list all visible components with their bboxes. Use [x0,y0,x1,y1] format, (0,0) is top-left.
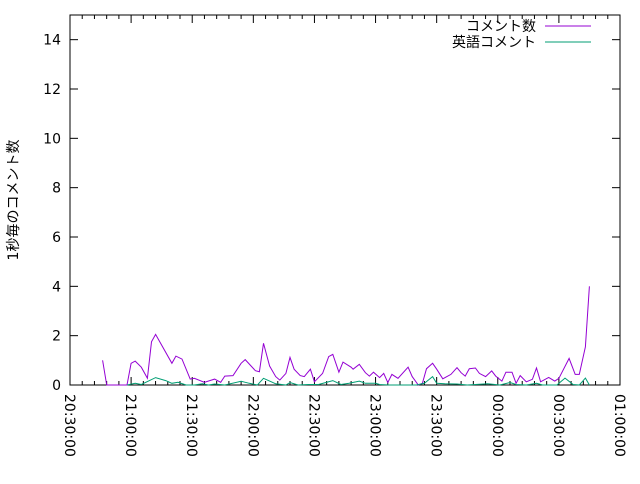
x-tick-label: 22:00:00 [244,394,260,457]
x-tick-label: 20:30:00 [61,394,77,457]
series-line-1 [127,377,589,385]
x-tick-label: 00:00:00 [489,394,505,457]
x-tick-label: 22:30:00 [305,394,321,457]
x-tick-label: 23:30:00 [428,394,444,457]
x-tick-label: 00:30:00 [550,394,566,457]
x-tick-label: 23:00:00 [367,394,383,457]
y-tick-label: 6 [52,230,61,246]
y-tick-label: 8 [52,181,61,197]
x-tick-label: 21:30:00 [183,394,199,457]
legend: コメント数 英語コメント [452,19,591,51]
series-lines [103,286,590,385]
x-tick-label: 21:00:00 [122,394,138,457]
x-tick-label: 01:00:00 [611,394,627,457]
y-tick-label: 12 [43,82,61,98]
y-tick-label: 4 [52,279,61,295]
plot-border [70,15,620,385]
y-tick-label: 10 [43,131,61,147]
series-line-0 [103,286,590,385]
axes: 0 2 4 6 8 10 12 14 20:30:00 21:00:00 21:30:00 22:00… [43,15,627,457]
legend-label-1: 英語コメント [452,34,536,51]
legend-label-0: コメント数 [466,19,536,35]
y-axis-label: 1秒毎のコメント数 [6,140,22,261]
y-tick-label: 0 [52,378,61,394]
y-tick-label: 2 [52,329,61,345]
y-tick-label: 14 [43,33,61,49]
